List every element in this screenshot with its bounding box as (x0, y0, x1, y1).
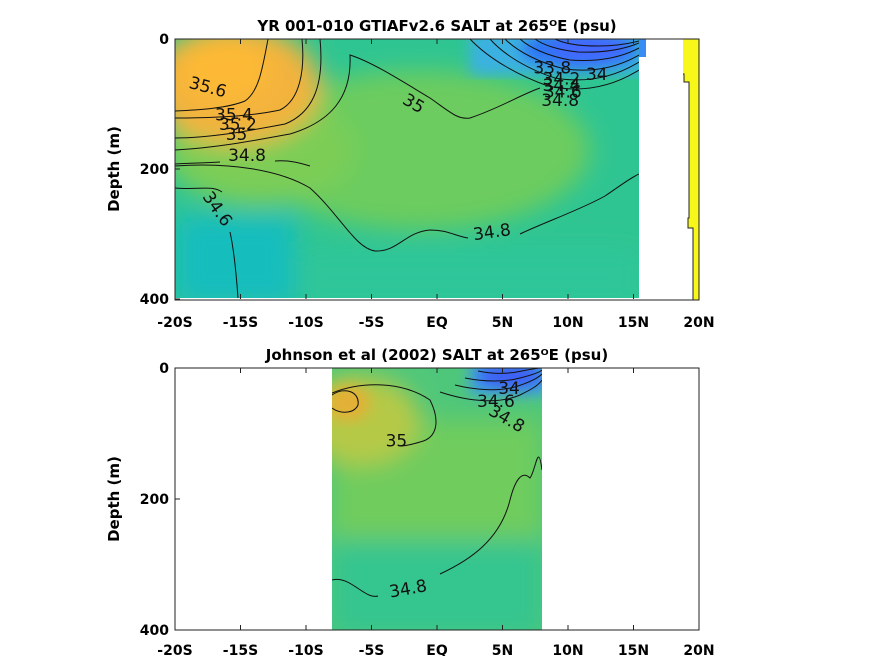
contour-label: 34.4 (543, 76, 581, 96)
top-land-gap (639, 39, 683, 298)
bottom-y-axis-label: Depth (m) (105, 456, 123, 542)
x-tick-label: 10N (552, 643, 583, 656)
contour-fresh-b3 (464, 369, 542, 382)
x-tick-label: 15N (618, 643, 649, 656)
contour-fresh-5 (534, 39, 639, 53)
contour-label: 35 (386, 431, 408, 451)
contour-fresh-b2 (454, 373, 542, 391)
contour-label: 34.6 (544, 82, 582, 102)
contour-35-2 (175, 39, 322, 139)
contour-fresh-b1 (439, 379, 542, 402)
contour-label: 34.8 (228, 146, 266, 166)
contour-fresh-3 (504, 39, 639, 71)
bottom-y-axis: 0 200 400 (140, 361, 180, 639)
contour-34-8-left (175, 160, 311, 167)
top-right-strip-edge (683, 73, 694, 300)
y-tick-label: 200 (140, 162, 169, 178)
x-tick-label: -15S (223, 315, 258, 331)
contour-label: 35.4 (215, 106, 253, 126)
x-tick-label: -20S (157, 315, 192, 331)
x-tick-label: -5S (359, 643, 385, 656)
top-y-axis: 0 200 400 (140, 32, 180, 308)
x-tick-label: 20N (683, 315, 714, 331)
x-tick-label: EQ (426, 315, 448, 331)
x-tick-label: 15N (618, 315, 649, 331)
contour-fresh-6 (554, 39, 639, 47)
contour-label: 34.6 (477, 392, 515, 412)
contour-35-6 (175, 39, 269, 112)
contour-34-6 (175, 187, 239, 298)
bottom-salinity-field (332, 368, 542, 630)
contour-fresh-1 (469, 39, 639, 90)
contour-label: 34 (586, 65, 608, 85)
y-tick-label: 0 (159, 361, 169, 377)
contour-label: 34.8 (541, 91, 579, 111)
contour-fresh-4 (519, 39, 639, 61)
contour-35-bottom (332, 384, 437, 447)
y-tick-label: 400 (140, 623, 169, 639)
contour-34-8-bottom (332, 456, 542, 597)
y-tick-label: 0 (159, 32, 169, 48)
bottom-panel-title: Johnson et al (2002) SALT at 265ᴼE (psu) (265, 346, 608, 364)
top-panel: YR 001-010 GTIAFv2.6 SALT at 265ᴼE (psu) (105, 17, 715, 331)
contour-label: 34 (498, 379, 520, 399)
top-y-axis-label: Depth (m) (105, 126, 123, 212)
bottom-panel: Johnson et al (2002) SALT at 265ᴼE (psu)… (105, 346, 715, 656)
contour-label: 33.8 (533, 58, 571, 78)
x-tick-label: 10N (552, 315, 583, 331)
x-tick-label: 20N (683, 643, 714, 656)
top-panel-title: YR 001-010 GTIAFv2.6 SALT at 265ᴼE (psu) (256, 17, 616, 35)
contour-label: 34.2 (543, 69, 581, 89)
top-x-axis: -20S -15S -10S -5S EQ 5N 10N 15N 20N (157, 39, 715, 331)
contour-35 (175, 54, 541, 151)
contour-fresh-2 (489, 39, 639, 81)
x-tick-label: 5N (492, 315, 513, 331)
x-tick-label: -10S (288, 643, 323, 656)
x-tick-label: -10S (288, 315, 323, 331)
contour-34-8 (175, 164, 639, 252)
top-surface-cell (639, 39, 646, 57)
x-tick-label: -15S (223, 643, 258, 656)
contour-35-warm-pool (332, 390, 359, 413)
contour-label: 35 (226, 125, 248, 145)
y-tick-label: 400 (140, 292, 169, 308)
top-right-strip (683, 39, 699, 300)
contour-label: 35.2 (219, 115, 257, 135)
contour-35-4 (175, 39, 304, 119)
x-tick-label: -5S (359, 315, 385, 331)
bottom-x-axis: -20S -15S -10S -5S EQ 5N 10N 15N 20N (157, 368, 715, 656)
y-tick-label: 200 (140, 492, 169, 508)
x-tick-label: 5N (492, 643, 513, 656)
x-tick-label: -20S (157, 643, 192, 656)
x-tick-label: EQ (426, 643, 448, 656)
top-salinity-field (175, 39, 639, 298)
